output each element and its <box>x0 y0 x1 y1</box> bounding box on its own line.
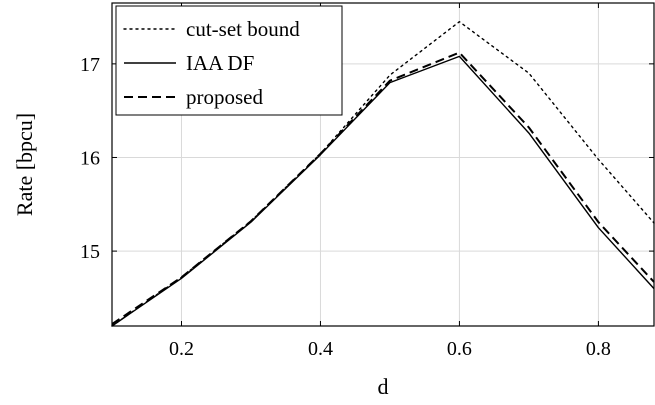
legend: cut-set bound IAA DF proposed <box>115 5 343 116</box>
x-tick-label: 0.2 <box>169 338 194 360</box>
y-axis-label: Rate [bpcu] <box>12 113 37 216</box>
axis-ticks: 0.2 0.4 0.6 0.8 15 16 17 <box>80 3 654 360</box>
legend-label-cut-set-bound: cut-set bound <box>186 17 300 41</box>
x-tick-label: 0.6 <box>447 338 472 360</box>
legend-label-proposed: proposed <box>186 85 263 109</box>
x-axis-label: d <box>378 374 389 399</box>
y-tick-label: 17 <box>80 54 100 76</box>
legend-label-iaa-df: IAA DF <box>186 51 254 75</box>
y-tick-label: 16 <box>80 147 100 169</box>
x-tick-label: 0.4 <box>308 338 333 360</box>
series-line-proposed <box>111 51 655 325</box>
y-tick-label: 15 <box>80 241 100 263</box>
series-lines <box>111 21 655 327</box>
plot-frame <box>111 2 655 327</box>
x-tick-label: 0.8 <box>586 338 611 360</box>
